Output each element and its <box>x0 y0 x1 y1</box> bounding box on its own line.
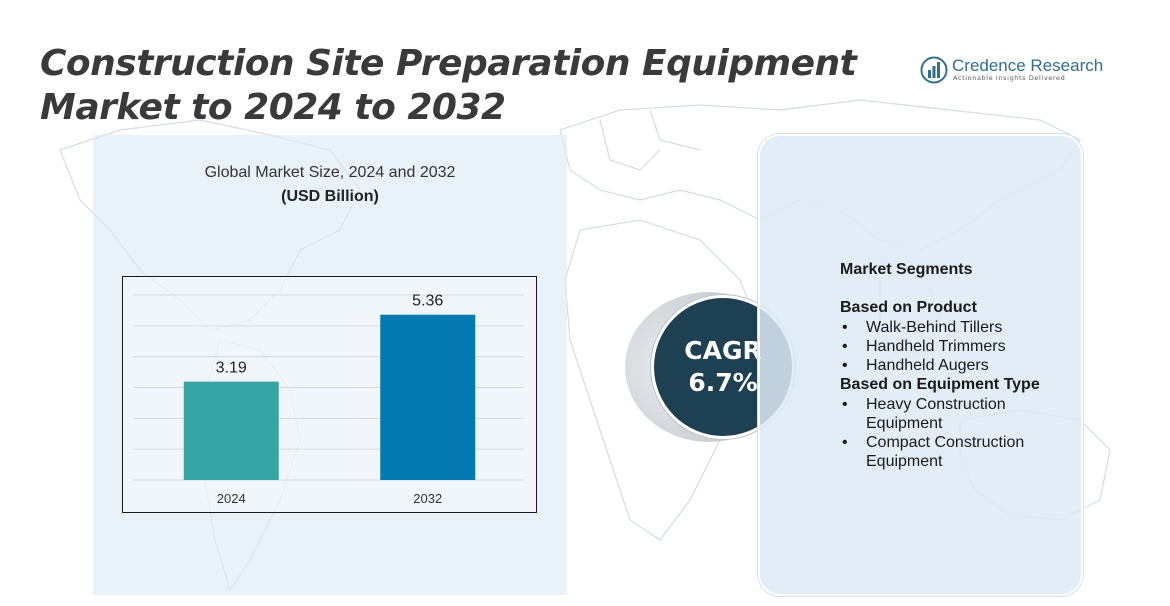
segment-item: Handheld Augers <box>840 356 1080 375</box>
cagr-value: 6.7% <box>688 368 758 397</box>
segments-title: Market Segments <box>840 261 973 278</box>
market-segments: Market Segments Based on Product Walk-Be… <box>840 260 1080 471</box>
segment-item: Walk-Behind Tillers <box>840 318 1080 337</box>
segment-group-heading: Based on Product <box>840 299 977 316</box>
segment-list: Heavy Construction Equipment Compact Con… <box>840 395 1080 471</box>
chart-unit: (USD Billion) <box>281 188 379 205</box>
segment-item: Compact Construction Equipment <box>840 433 1080 471</box>
segment-item: Heavy Construction Equipment <box>840 395 1080 433</box>
segment-item: Handheld Trimmers <box>840 337 1080 356</box>
credence-research-logo: Credence Research Actionable Insights De… <box>920 54 1120 86</box>
data-label-2024: 3.19 <box>216 360 247 377</box>
chart-heading: Global Market Size, 2024 and 2032 <box>204 164 456 181</box>
logo-name: Credence Research <box>952 56 1104 75</box>
bar-chart-svg: 3.19 2024 5.36 2032 <box>133 293 524 506</box>
segment-list: Walk-Behind Tillers Handheld Trimmers Ha… <box>840 318 1080 375</box>
segment-group-heading: Based on Equipment Type <box>840 376 1040 393</box>
page-title: Construction Site Preparation Equipment … <box>40 43 857 128</box>
bar-2032 <box>380 314 476 480</box>
x-tick-label-2024: 2024 <box>217 491 246 506</box>
logo-tagline: Actionable Insights Delivered <box>953 74 1066 82</box>
bar-chart: 3.19 2024 5.36 2032 <box>122 276 537 513</box>
bar-2024 <box>183 381 279 480</box>
logo-chart-icon <box>920 56 948 84</box>
chart-panel <box>93 135 567 595</box>
data-label-2032: 5.36 <box>412 293 443 310</box>
cagr-label: CAGR <box>684 336 762 365</box>
x-tick-label-2032: 2032 <box>413 491 442 506</box>
